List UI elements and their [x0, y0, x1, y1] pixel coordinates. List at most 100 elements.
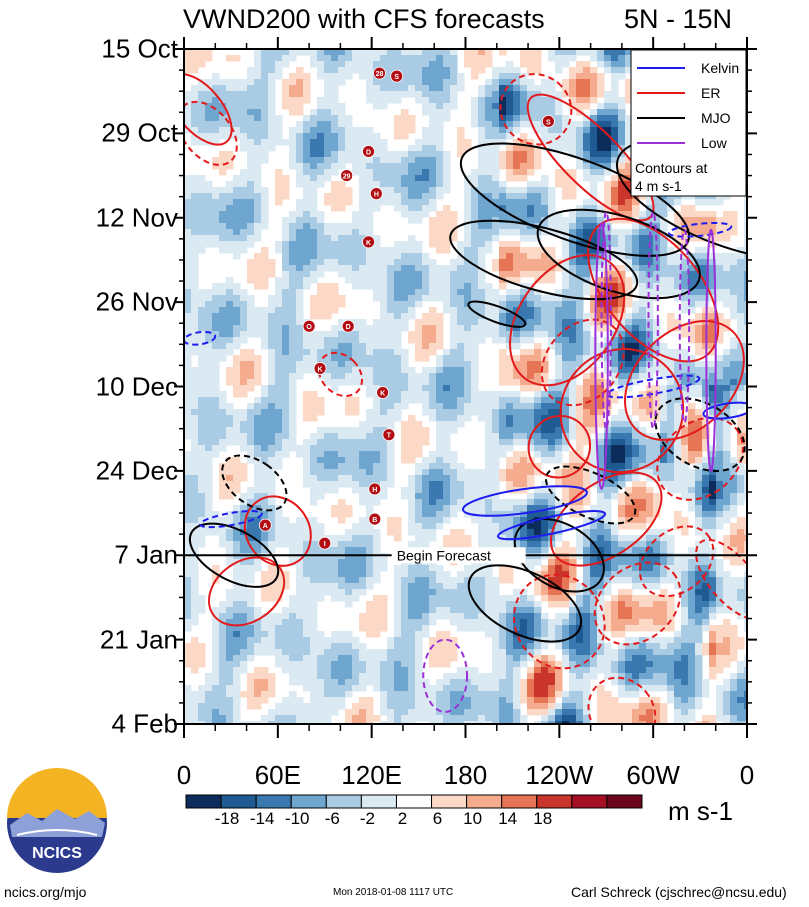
field-cell — [576, 97, 584, 104]
field-cell — [373, 145, 381, 152]
field-cell — [254, 427, 262, 434]
field-cell — [401, 187, 409, 194]
field-cell — [597, 211, 605, 218]
field-cell — [359, 235, 367, 242]
field-cell — [387, 313, 395, 320]
field-cell — [660, 391, 668, 398]
field-cell — [184, 427, 192, 434]
field-cell — [191, 397, 199, 404]
field-cell — [422, 427, 430, 434]
field-cell — [597, 85, 605, 92]
field-cell — [373, 163, 381, 170]
field-cell — [268, 133, 276, 140]
field-cell — [436, 469, 444, 476]
field-cell — [702, 505, 710, 512]
field-cell — [436, 433, 444, 440]
field-cell — [513, 439, 521, 446]
field-cell — [681, 385, 689, 392]
field-cell — [289, 283, 297, 290]
field-cell — [289, 409, 297, 416]
field-cell — [240, 241, 248, 248]
field-cell — [716, 355, 724, 362]
field-cell — [632, 403, 640, 410]
field-cell — [240, 421, 248, 428]
field-cell — [184, 247, 192, 254]
field-cell — [303, 133, 311, 140]
field-cell — [324, 469, 332, 476]
field-cell — [555, 295, 563, 302]
field-cell — [436, 97, 444, 104]
field-cell — [219, 91, 227, 98]
field-cell — [317, 151, 325, 158]
field-cell — [499, 139, 507, 146]
field-cell — [527, 217, 535, 224]
field-cell — [723, 469, 731, 476]
field-cell — [310, 265, 318, 272]
field-cell — [310, 307, 318, 314]
field-cell — [324, 235, 332, 242]
field-cell — [422, 373, 430, 380]
field-cell — [618, 199, 626, 206]
field-cell — [380, 97, 388, 104]
field-cell — [429, 385, 437, 392]
field-cell — [513, 91, 521, 98]
field-cell — [513, 121, 521, 128]
field-cell — [366, 217, 374, 224]
field-cell — [492, 445, 500, 452]
field-cell — [695, 283, 703, 290]
field-cell — [478, 391, 486, 398]
field-cell — [471, 319, 479, 326]
field-cell — [366, 427, 374, 434]
field-cell — [422, 349, 430, 356]
field-cell — [464, 355, 472, 362]
field-cell — [611, 427, 619, 434]
field-cell — [520, 97, 528, 104]
field-cell — [275, 115, 283, 122]
field-cell — [310, 277, 318, 284]
field-cell — [345, 445, 353, 452]
field-cell — [576, 139, 584, 146]
field-cell — [345, 49, 353, 56]
field-cell — [667, 421, 675, 428]
field-cell — [324, 265, 332, 272]
field-cell — [716, 421, 724, 428]
field-cell — [359, 493, 367, 500]
field-cell — [471, 169, 479, 176]
field-cell — [611, 367, 619, 374]
field-cell — [240, 409, 248, 416]
field-cell — [709, 271, 717, 278]
field-cell — [618, 301, 626, 308]
field-cell — [590, 211, 598, 218]
field-cell — [569, 67, 577, 74]
field-cell — [492, 451, 500, 458]
field-cell — [471, 67, 479, 74]
field-cell — [366, 139, 374, 146]
field-cell — [555, 367, 563, 374]
field-cell — [478, 55, 486, 62]
field-cell — [436, 115, 444, 122]
field-cell — [212, 391, 220, 398]
field-cell — [184, 379, 192, 386]
field-cell — [254, 235, 262, 242]
field-cell — [660, 289, 668, 296]
field-cell — [506, 259, 514, 266]
field-cell — [478, 319, 486, 326]
field-cell — [240, 475, 248, 482]
field-cell — [709, 211, 717, 218]
field-cell — [303, 115, 311, 122]
field-cell — [604, 193, 612, 200]
field-cell — [688, 505, 696, 512]
field-cell — [737, 313, 745, 320]
field-cell — [373, 79, 381, 86]
field-cell — [478, 415, 486, 422]
field-cell — [359, 337, 367, 344]
field-cell — [394, 121, 402, 128]
field-cell — [744, 247, 747, 254]
field-cell — [429, 343, 437, 350]
field-cell — [303, 145, 311, 152]
field-cell — [471, 73, 479, 80]
field-cell — [737, 445, 745, 452]
field-cell — [268, 271, 276, 278]
field-cell — [366, 355, 374, 362]
field-cell — [478, 121, 486, 128]
